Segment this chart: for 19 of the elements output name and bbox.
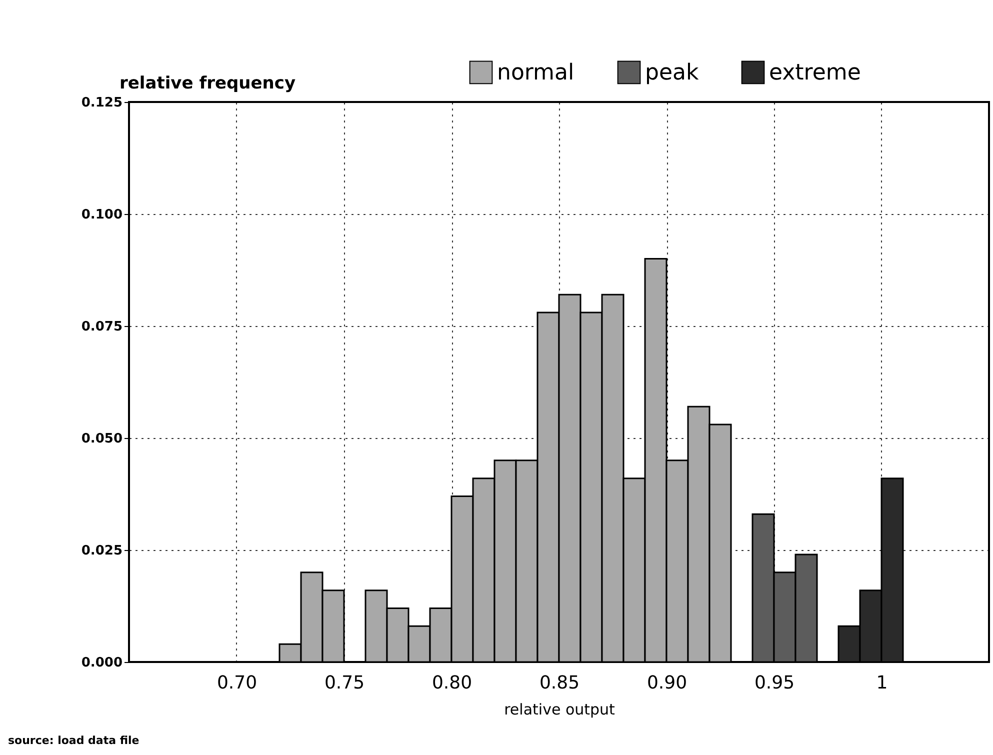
y-tick-label: 0.125 (81, 96, 122, 110)
x-tick-label: 0.80 (432, 672, 472, 694)
legend-label: peak (645, 60, 699, 86)
y-axis-title: relative frequency (120, 74, 296, 94)
y-tick-label: 0.000 (81, 656, 122, 670)
y-tick-label: 0.050 (81, 432, 122, 446)
y-tick-label: 0.025 (81, 544, 122, 558)
y-tick-label: 0.100 (81, 208, 122, 222)
x-axis-title: relative output (504, 700, 616, 718)
legend-label: normal (497, 60, 574, 86)
source-note: source: load data file (8, 734, 140, 747)
x-tick-label: 0.85 (539, 672, 580, 694)
legend-label: extreme (769, 60, 861, 86)
x-tick-label: 0.75 (324, 672, 365, 694)
x-tick-label: 1 (876, 672, 888, 694)
x-tick-label: 0.95 (754, 672, 795, 694)
x-tick-label: 0.90 (646, 672, 688, 694)
y-tick-label: 0.075 (81, 320, 122, 334)
x-tick-label: 0.70 (216, 672, 258, 694)
